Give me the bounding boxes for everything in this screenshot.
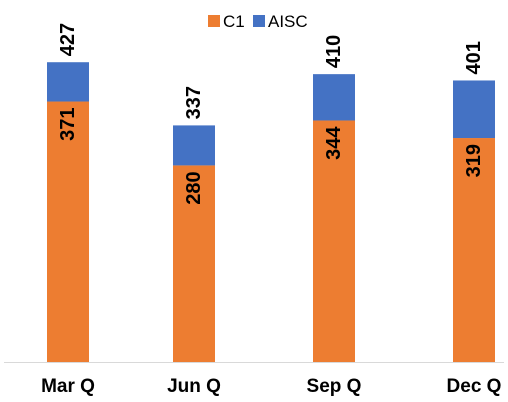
- data-label-total: 401: [463, 41, 485, 74]
- category-label: Jun Q: [167, 376, 221, 397]
- legend-label-c1: C1: [223, 12, 245, 31]
- data-label-total: 427: [57, 23, 79, 56]
- data-label-c1: 319: [463, 144, 485, 177]
- data-label-c1: 280: [183, 171, 205, 204]
- bar-aisc-mar-q: [47, 62, 89, 102]
- bar-c1-dec-q: [453, 138, 495, 362]
- bar-aisc-dec-q: [453, 80, 495, 139]
- bar-c1-jun-q: [173, 165, 215, 362]
- data-label-total: 337: [183, 86, 205, 119]
- bar-c1-sep-q: [313, 120, 355, 362]
- bars: 371 427 280 337 344 410 319 401: [47, 23, 495, 362]
- bar-aisc-jun-q: [173, 125, 215, 166]
- data-label-c1: 344: [323, 126, 345, 160]
- legend-label-aisc: AISC: [268, 12, 308, 31]
- bar-aisc-sep-q: [313, 74, 355, 121]
- category-label: Mar Q: [41, 376, 95, 397]
- category-label: Sep Q: [307, 376, 362, 397]
- bar-c1-mar-q: [47, 101, 89, 362]
- data-label-total: 410: [323, 35, 345, 68]
- legend-swatch-aisc: [253, 15, 265, 27]
- category-label: Dec Q: [447, 376, 502, 397]
- category-labels: Mar Q Jun Q Sep Q Dec Q: [41, 376, 501, 397]
- data-label-c1: 371: [57, 108, 79, 141]
- legend: C1 AISC: [208, 12, 308, 31]
- legend-swatch-c1: [208, 15, 220, 27]
